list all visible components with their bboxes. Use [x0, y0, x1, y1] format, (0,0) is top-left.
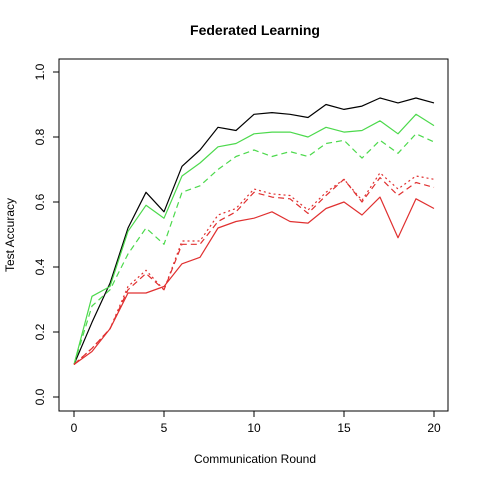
series-line-6: [73, 196, 435, 365]
y-tick-label: 0.4: [33, 258, 47, 275]
x-tick-label: 0: [71, 421, 78, 435]
chart-title: Federated Learning: [190, 22, 320, 38]
y-tick-label: 1.0: [33, 63, 47, 80]
y-tick-label: 0.8: [33, 128, 47, 145]
x-tick-label: 15: [337, 421, 351, 435]
series-line-5: [73, 177, 435, 365]
plot-frame: [58, 58, 449, 412]
x-axis: 0 5 10 15 20: [71, 410, 441, 435]
y-tick-label: 0.2: [33, 323, 47, 340]
series-line-2: [73, 113, 435, 365]
y-tick-label: 0.0: [33, 388, 47, 405]
series-layer: [73, 97, 435, 365]
x-tick-label: 5: [161, 421, 168, 435]
series-line-3: [73, 133, 435, 365]
y-tick-label: 0.6: [33, 193, 47, 210]
x-tick-label: 20: [427, 421, 441, 435]
series-line-1: [73, 97, 435, 365]
series-line-4: [73, 172, 435, 365]
y-axis-label: Test Accuracy: [3, 198, 17, 272]
x-tick-label: 10: [247, 421, 261, 435]
x-axis-label: Communication Round: [194, 452, 316, 466]
y-axis: 0.0 0.2 0.4 0.6 0.8 1.0: [33, 63, 60, 405]
